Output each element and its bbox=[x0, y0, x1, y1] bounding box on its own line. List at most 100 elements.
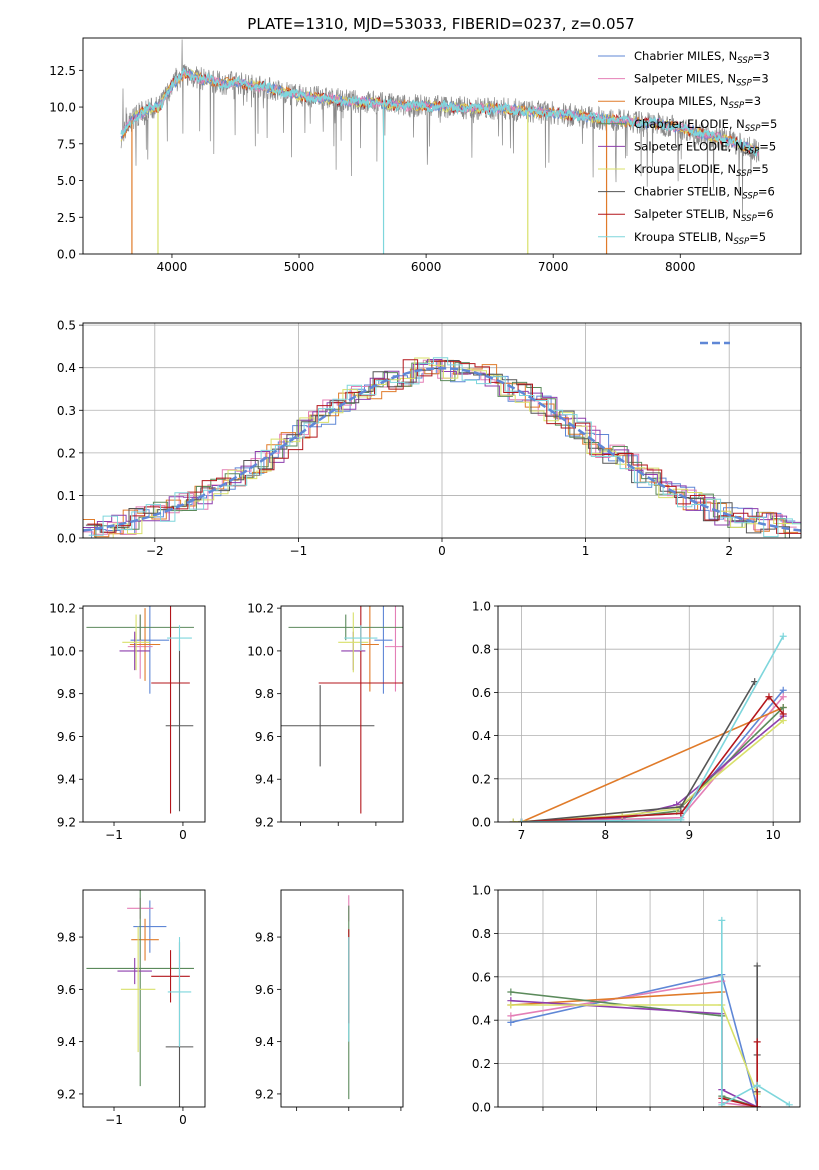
x-tick-label: 7000 bbox=[538, 260, 569, 274]
y-tick-label: 9.6 bbox=[255, 983, 274, 997]
legend-suffix: =6 bbox=[757, 207, 774, 221]
legend-name: Kroupa MILES, N bbox=[634, 94, 729, 108]
age-vs-metallicity-panel: −1 0 9.2 9.4 9.6 9.8 10.0 10.2 bbox=[49, 602, 206, 842]
y-tick-label: 0.3 bbox=[57, 404, 76, 418]
y-tick-label: 9.4 bbox=[255, 1035, 274, 1049]
histogram-step-line bbox=[84, 357, 801, 538]
age-vs-mass-panel: 9.2 9.4 9.6 9.8 10.0 10.2 bbox=[247, 602, 404, 830]
histogram-step-line bbox=[85, 360, 801, 538]
plot-area bbox=[507, 916, 793, 1107]
legend-suffix: =5 bbox=[749, 230, 766, 244]
x-tick-label: −2 bbox=[146, 544, 164, 558]
x-tick-label: 7 bbox=[518, 828, 526, 842]
weight-point-marker bbox=[517, 818, 525, 822]
weight-point-marker bbox=[779, 710, 787, 718]
histogram-step-line bbox=[83, 359, 801, 528]
y-tick-label: 9.4 bbox=[57, 773, 76, 787]
legend-suffix: =3 bbox=[752, 72, 769, 86]
legend-label: Chabrier ELODIE, NSSP=5 bbox=[634, 117, 777, 134]
y-tick-label: 9.2 bbox=[255, 1087, 274, 1101]
y-tick-label: 0.2 bbox=[472, 1057, 491, 1071]
y-tick-label: 1.0 bbox=[472, 884, 491, 898]
weight-point-marker bbox=[753, 1103, 761, 1107]
plot-area bbox=[120, 39, 760, 254]
weight-point-marker bbox=[753, 962, 761, 970]
axes-frame bbox=[497, 889, 801, 1108]
weight-point-marker bbox=[677, 803, 685, 811]
weight-series-line bbox=[521, 689, 784, 822]
y-tick-label: 0.8 bbox=[472, 643, 491, 657]
legend-subscript: SSP bbox=[741, 214, 757, 224]
axes-frame bbox=[82, 605, 206, 823]
x-tick-label: 2 bbox=[725, 544, 733, 558]
weight-point-marker bbox=[779, 632, 787, 640]
legend-subscript: SSP bbox=[745, 124, 761, 134]
y-tick-label: 10.2 bbox=[49, 602, 76, 616]
y-tick-label: 1.0 bbox=[472, 600, 491, 614]
y-tick-label: 9.8 bbox=[255, 931, 274, 945]
y-tick-label: 9.8 bbox=[255, 687, 274, 701]
axes-frame bbox=[280, 889, 404, 1108]
x-tick-label: 8000 bbox=[665, 260, 696, 274]
legend-label: Kroupa MILES, NSSP=3 bbox=[634, 94, 761, 111]
x-tick-label: −1 bbox=[105, 828, 123, 842]
legend-suffix: =6 bbox=[758, 185, 775, 199]
legend-label: Kroupa STELIB, NSSP=5 bbox=[634, 230, 766, 247]
y-tick-label: 0.6 bbox=[472, 970, 491, 984]
x-tick-label: 8 bbox=[602, 828, 610, 842]
legend-label: Chabrier STELIB, NSSP=6 bbox=[634, 185, 775, 202]
normal-curve-line bbox=[83, 366, 801, 532]
legend-suffix: =5 bbox=[759, 139, 776, 153]
histogram-step-line bbox=[83, 359, 797, 535]
weight-series-line bbox=[721, 920, 790, 1107]
weight-point-marker bbox=[509, 818, 517, 822]
legend-subscript: SSP bbox=[736, 79, 752, 89]
weight-point-marker bbox=[507, 988, 515, 996]
y-tick-label: 9.6 bbox=[57, 730, 76, 744]
weight-point-marker bbox=[779, 716, 787, 724]
weight-point-marker bbox=[753, 1038, 761, 1046]
legend-subscript: SSP bbox=[736, 169, 752, 179]
legend-suffix: =5 bbox=[760, 117, 777, 131]
x-tick-label: 5000 bbox=[284, 260, 315, 274]
weight-series-line bbox=[521, 696, 784, 822]
legend-suffix: =3 bbox=[753, 49, 770, 63]
legend-label: Salpeter STELIB, NSSP=6 bbox=[634, 207, 774, 224]
legend-subscript: SSP bbox=[742, 192, 758, 202]
legend-subscript: SSP bbox=[734, 237, 750, 247]
y-tick-label: 9.2 bbox=[57, 816, 76, 830]
x-tick-label: 6000 bbox=[411, 260, 442, 274]
legend-subscript: SSP bbox=[729, 101, 745, 111]
weight-point-marker bbox=[718, 1101, 726, 1107]
y-tick-label: 0.4 bbox=[472, 1014, 491, 1028]
x-tick-label: 1 bbox=[582, 544, 590, 558]
y-tick-label: 9.4 bbox=[255, 773, 274, 787]
weight-point-marker bbox=[753, 1081, 761, 1089]
x-tick-label: −1 bbox=[290, 544, 308, 558]
legend-name: Salpeter MILES, N bbox=[634, 72, 736, 86]
y-tick-label: 0.0 bbox=[57, 248, 76, 262]
weight-point-marker bbox=[507, 1001, 515, 1009]
weight-series-line bbox=[521, 706, 784, 822]
weight-vs-age-panel: 7 8 9 10 0.0 0.2 0.4 0.6 0.8 1.0 bbox=[472, 600, 801, 842]
weight-point-marker bbox=[507, 1018, 515, 1026]
x-tick-label: −1 bbox=[105, 1113, 123, 1127]
legend-suffix: =3 bbox=[744, 94, 761, 108]
y-tick-label: 9.6 bbox=[57, 983, 76, 997]
x-tick-label: 0 bbox=[179, 1113, 187, 1127]
y-tick-label: 9.4 bbox=[57, 1035, 76, 1049]
y-tick-label: 9.8 bbox=[57, 931, 76, 945]
weight-point-marker bbox=[718, 916, 726, 924]
y-tick-label: 0.2 bbox=[57, 446, 76, 460]
weight-point-marker bbox=[779, 686, 787, 694]
legend-suffix: =5 bbox=[752, 162, 769, 176]
weight-vs-metallicity-panel: 0.0 0.2 0.4 0.6 0.8 1.0 bbox=[472, 884, 801, 1115]
y-tick-label: 5.0 bbox=[57, 174, 76, 188]
legend-name: Chabrier STELIB, N bbox=[634, 185, 742, 199]
y-tick-label: 0.4 bbox=[57, 361, 76, 375]
y-tick-label: 0.5 bbox=[57, 319, 76, 333]
y-tick-label: 0.4 bbox=[472, 729, 491, 743]
axes-frame bbox=[82, 322, 802, 539]
x-tick-label: 4000 bbox=[157, 260, 188, 274]
legend-name: Kroupa STELIB, N bbox=[634, 230, 734, 244]
